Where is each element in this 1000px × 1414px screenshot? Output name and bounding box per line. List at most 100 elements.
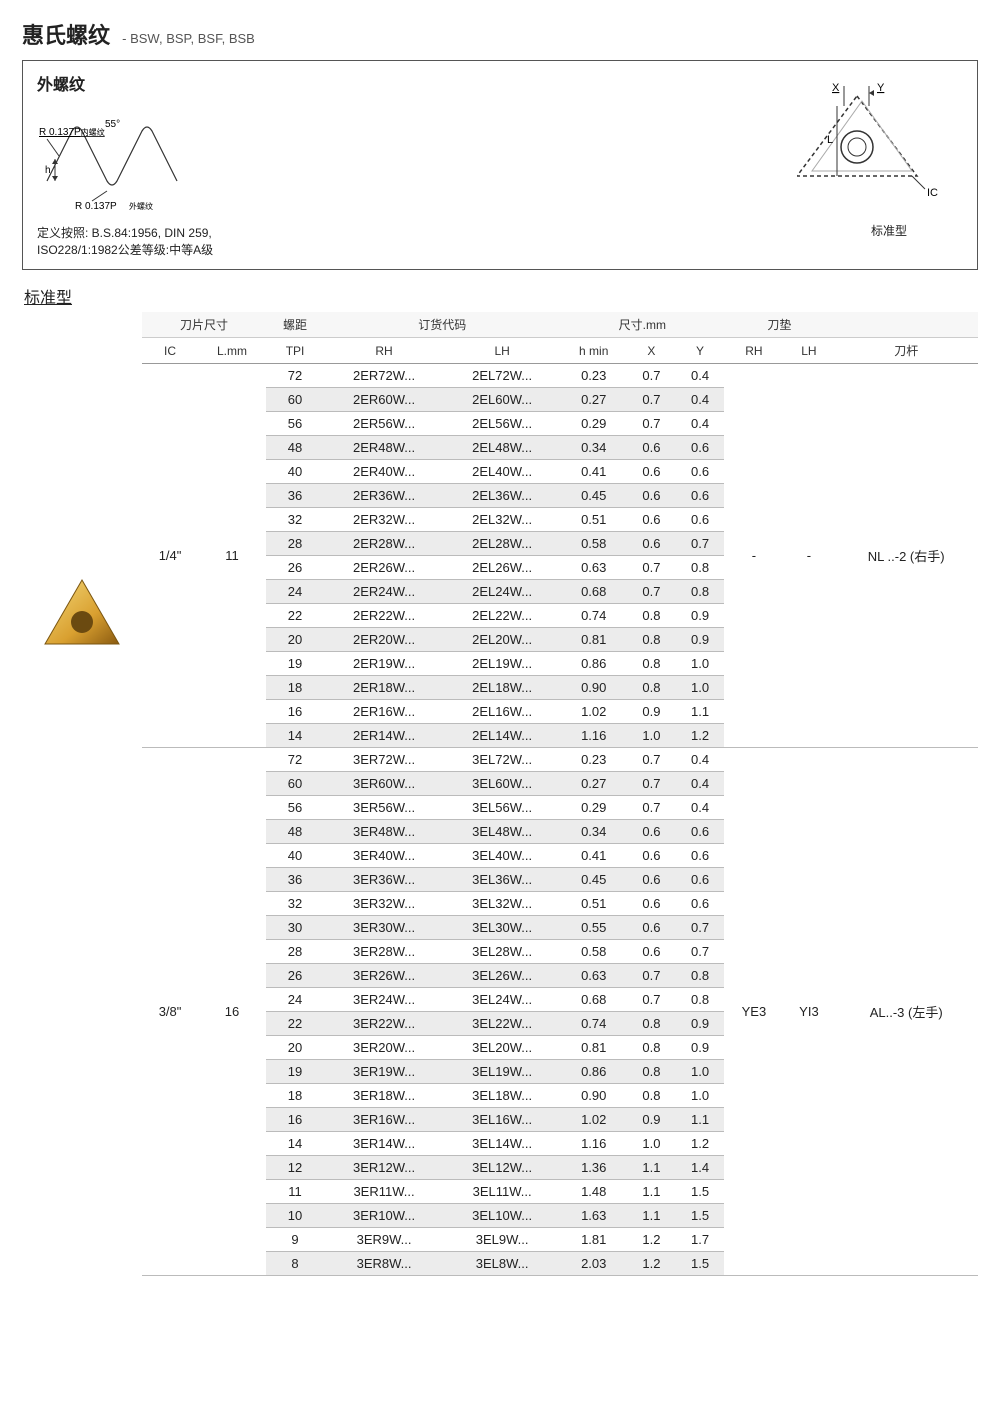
- cell-rh: 2ER19W...: [324, 652, 444, 676]
- cell-tpi: 11: [266, 1180, 324, 1204]
- svg-text:IC: IC: [927, 187, 938, 199]
- cell-x: 0.7: [627, 388, 676, 412]
- cell-rh: 2ER32W...: [324, 508, 444, 532]
- cell-rh: 2ER20W...: [324, 628, 444, 652]
- cell-rh: 2ER18W...: [324, 676, 444, 700]
- cell-tpi: 19: [266, 1060, 324, 1084]
- cell-tpi: 18: [266, 676, 324, 700]
- cell-lh: 2EL60W...: [444, 388, 560, 412]
- cell-h: 1.16: [560, 1132, 627, 1156]
- cell-rh: 3ER11W...: [324, 1180, 444, 1204]
- cell-h: 1.63: [560, 1204, 627, 1228]
- cell-h: 0.86: [560, 1060, 627, 1084]
- cell-y: 1.5: [676, 1252, 725, 1276]
- cell-rh: 2ER26W...: [324, 556, 444, 580]
- cell-y: 1.5: [676, 1204, 725, 1228]
- cell-lh: 3EL28W...: [444, 940, 560, 964]
- th-group-bar: [834, 312, 978, 338]
- cell-y: 0.8: [676, 964, 725, 988]
- cell-x: 0.8: [627, 1060, 676, 1084]
- cell-tpi: 32: [266, 508, 324, 532]
- defn-line1: 定义按照: B.S.84:1956, DIN 259,: [37, 225, 213, 242]
- cell-x: 0.7: [627, 988, 676, 1012]
- cell-x: 0.8: [627, 604, 676, 628]
- cell-x: 0.8: [627, 1084, 676, 1108]
- cell-y: 1.2: [676, 724, 725, 748]
- cell-y: 0.9: [676, 628, 725, 652]
- cell-tpi: 40: [266, 844, 324, 868]
- cell-x: 0.6: [627, 532, 676, 556]
- cell-y: 0.7: [676, 940, 725, 964]
- cell-rh: 3ER60W...: [324, 772, 444, 796]
- cell-h: 1.48: [560, 1180, 627, 1204]
- thread-svg: R 0.137P内螺纹 55° h R 0.137P 外螺纹: [37, 101, 207, 211]
- cell-y: 0.8: [676, 580, 725, 604]
- svg-text:X: X: [832, 82, 840, 94]
- cell-y: 0.6: [676, 484, 725, 508]
- page-title: 惠氏螺纹 - BSW, BSP, BSF, BSB: [22, 18, 978, 50]
- cell-ic: 3/8": [142, 748, 198, 1276]
- cell-h: 0.51: [560, 892, 627, 916]
- cell-h: 1.36: [560, 1156, 627, 1180]
- cell-rh: 2ER22W...: [324, 604, 444, 628]
- cell-h: 0.51: [560, 508, 627, 532]
- cell-rh: 2ER36W...: [324, 484, 444, 508]
- th-rh: RH: [324, 338, 444, 364]
- cell-h: 0.68: [560, 988, 627, 1012]
- insert-thumbnail-icon: [37, 572, 127, 662]
- cell-lh: 3EL36W...: [444, 868, 560, 892]
- thread-profile-diagram: R 0.137P内螺纹 55° h R 0.137P 外螺纹: [37, 101, 207, 216]
- th-y: Y: [676, 338, 725, 364]
- cell-tpi: 26: [266, 556, 324, 580]
- cell-rh: 2ER24W...: [324, 580, 444, 604]
- cell-h: 0.29: [560, 412, 627, 436]
- cell-h: 0.58: [560, 940, 627, 964]
- cell-h: 0.74: [560, 604, 627, 628]
- cell-y: 0.7: [676, 532, 725, 556]
- cell-shim-rh: YE3: [724, 748, 783, 1276]
- title-text: 惠氏螺纹: [22, 23, 110, 48]
- cell-rh: 3ER8W...: [324, 1252, 444, 1276]
- cell-rh: 3ER32W...: [324, 892, 444, 916]
- cell-h: 1.02: [560, 1108, 627, 1132]
- table-row: 1/4"11722ER72W...2EL72W...0.230.70.4--NL…: [142, 364, 978, 388]
- cell-h: 1.02: [560, 700, 627, 724]
- cell-x: 0.7: [627, 412, 676, 436]
- cell-tpi: 14: [266, 724, 324, 748]
- cell-rh: 3ER36W...: [324, 868, 444, 892]
- cell-tpi: 48: [266, 820, 324, 844]
- th-tpi: TPI: [266, 338, 324, 364]
- cell-x: 0.8: [627, 1012, 676, 1036]
- cell-lh: 3EL12W...: [444, 1156, 560, 1180]
- cell-x: 0.7: [627, 556, 676, 580]
- cell-h: 0.29: [560, 796, 627, 820]
- cell-y: 1.2: [676, 1132, 725, 1156]
- cell-lh: 2EL72W...: [444, 364, 560, 388]
- cell-x: 0.7: [627, 748, 676, 772]
- cell-x: 0.9: [627, 700, 676, 724]
- cell-y: 1.7: [676, 1228, 725, 1252]
- cell-lmm: 11: [198, 364, 266, 748]
- cell-y: 0.6: [676, 892, 725, 916]
- cell-x: 0.7: [627, 796, 676, 820]
- cell-x: 0.6: [627, 820, 676, 844]
- cell-tpi: 16: [266, 1108, 324, 1132]
- cell-rh: 3ER19W...: [324, 1060, 444, 1084]
- cell-x: 1.0: [627, 724, 676, 748]
- cell-y: 1.4: [676, 1156, 725, 1180]
- cell-h: 0.27: [560, 388, 627, 412]
- cell-x: 1.2: [627, 1228, 676, 1252]
- cell-h: 0.86: [560, 652, 627, 676]
- cell-lh: 2EL18W...: [444, 676, 560, 700]
- cell-tpi: 18: [266, 1084, 324, 1108]
- cell-rh: 3ER30W...: [324, 916, 444, 940]
- cell-lh: 3EL60W...: [444, 772, 560, 796]
- cell-lh: 2EL14W...: [444, 724, 560, 748]
- cell-tpi: 26: [266, 964, 324, 988]
- cell-x: 0.9: [627, 1108, 676, 1132]
- cell-lh: 3EL48W...: [444, 820, 560, 844]
- cell-lh: 2EL26W...: [444, 556, 560, 580]
- cell-x: 0.7: [627, 364, 676, 388]
- cell-rh: 2ER14W...: [324, 724, 444, 748]
- cell-x: 0.7: [627, 580, 676, 604]
